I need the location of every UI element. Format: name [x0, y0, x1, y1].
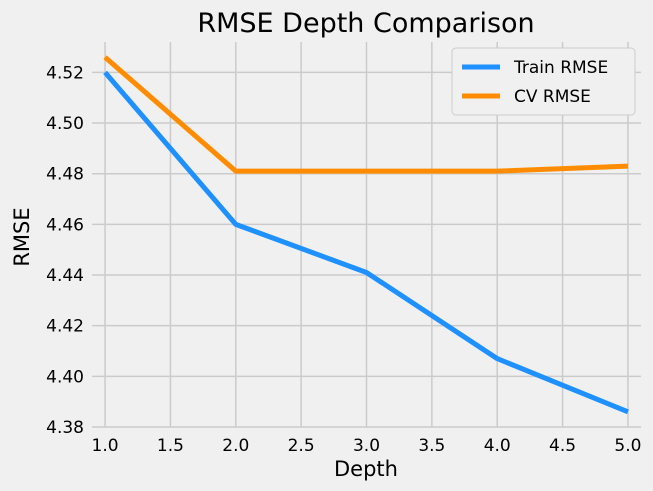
legend-label-cv-rmse: CV RMSE: [514, 87, 591, 107]
legend-label-train-rmse: Train RMSE: [513, 58, 608, 78]
y-tick-label: 4.52: [46, 63, 84, 83]
x-tick-label: 3.5: [418, 436, 445, 456]
chart-title: RMSE Depth Comparison: [197, 8, 534, 39]
x-tick-labels: 1.0 1.5 2.0 2.5 3.0 3.5 4.0 4.5 5.0: [92, 436, 642, 456]
x-axis-label: Depth: [334, 457, 398, 481]
y-tick-label: 4.40: [46, 367, 84, 387]
y-axis-label: RMSE: [10, 207, 34, 266]
x-tick-label: 1.0: [92, 436, 119, 456]
y-tick-label: 4.46: [46, 215, 84, 235]
legend: Train RMSE CV RMSE: [451, 47, 636, 116]
x-tick-label: 4.5: [549, 436, 576, 456]
y-tick-label: 4.38: [46, 418, 84, 438]
y-tick-label: 4.48: [46, 165, 84, 185]
y-tick-label: 4.44: [46, 266, 84, 286]
x-tick-label: 2.5: [288, 436, 315, 456]
x-tick-label: 5.0: [614, 436, 641, 456]
x-tick-label: 1.5: [157, 436, 184, 456]
x-tick-label: 3.0: [353, 436, 380, 456]
series-group: [103, 55, 629, 415]
y-tick-label: 4.50: [46, 114, 84, 134]
y-tick-labels: 4.38 4.40 4.42 4.44 4.46 4.48 4.50 4.52: [46, 63, 84, 438]
x-tick-label: 4.0: [484, 436, 511, 456]
y-tick-label: 4.42: [46, 317, 84, 337]
series-line-train-rmse: [103, 70, 629, 415]
series-line-cv-rmse: [103, 55, 629, 174]
x-tick-label: 2.0: [222, 436, 249, 456]
